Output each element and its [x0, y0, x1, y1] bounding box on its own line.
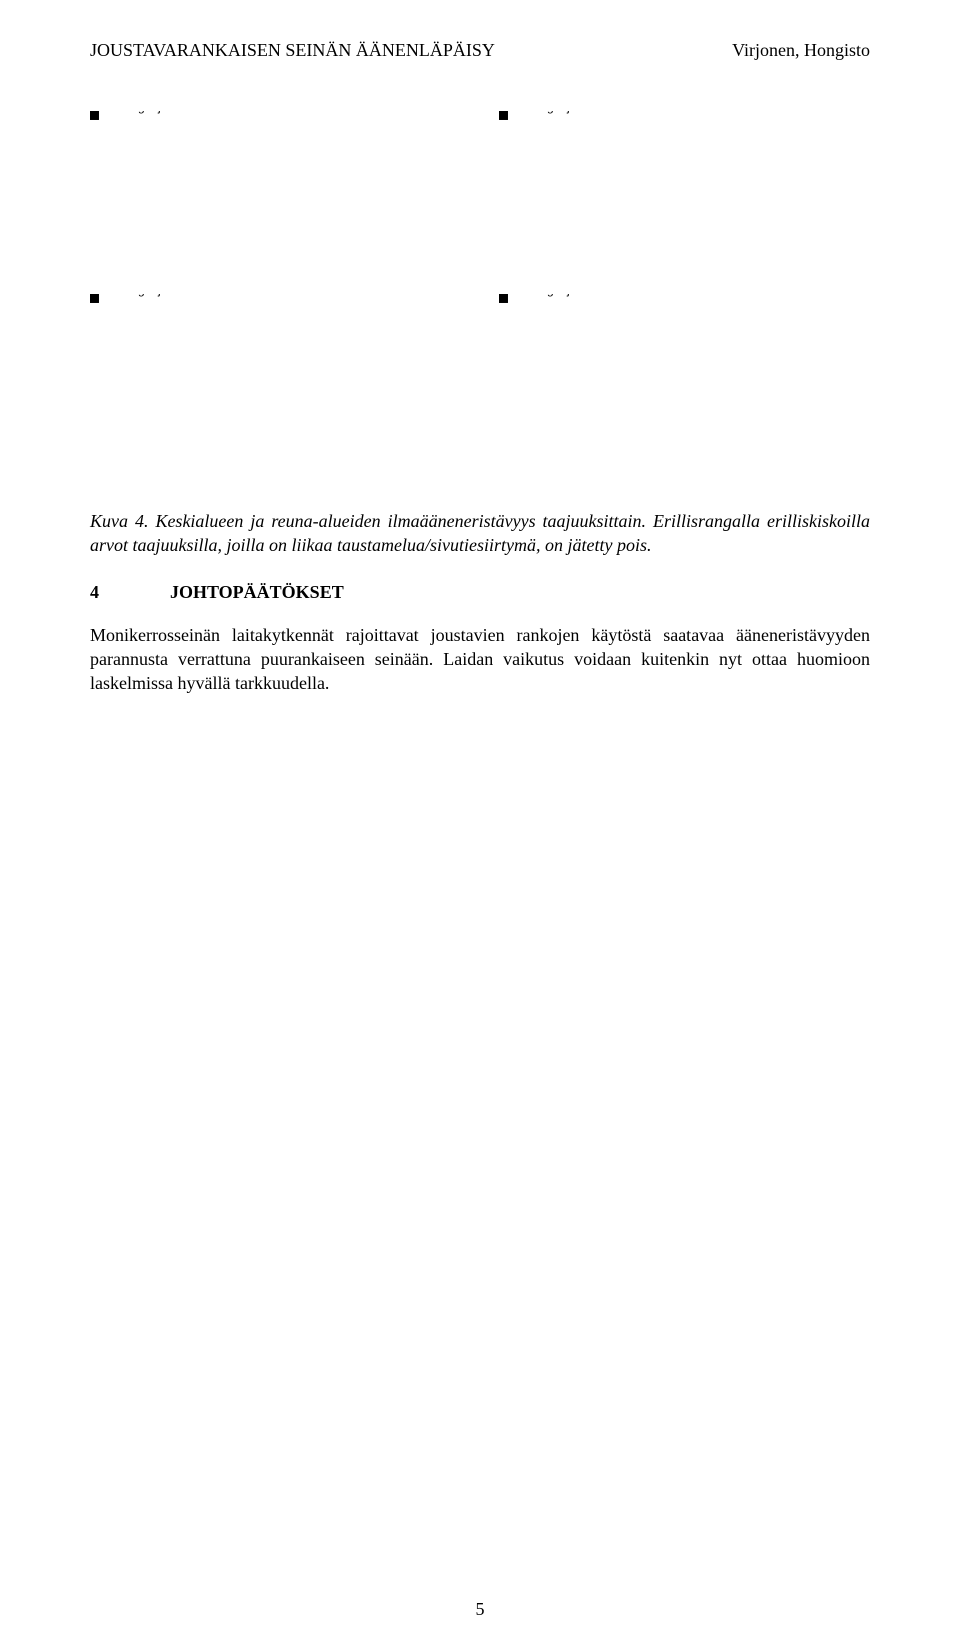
section-heading: 4JOHTOPÄÄTÖKSET — [90, 582, 870, 603]
figure-caption: Kuva 4. Keskialueen ja reuna-alueiden il… — [90, 509, 870, 558]
page-number: 5 — [0, 1599, 960, 1620]
chart-grid: 0102030405060708090100160250400630100016… — [90, 111, 870, 449]
svg-text:keskialue: keskialue — [499, 294, 549, 297]
running-head: JOUSTAVARANKAISEN SEINÄN ÄÄNENLÄPÄISY Vi… — [90, 40, 870, 61]
chart-bl: 0102030405060708090100160250400630100016… — [90, 294, 461, 449]
section-title: JOHTOPÄÄTÖKSET — [170, 582, 344, 602]
svg-text:keskialue: keskialue — [90, 111, 140, 114]
chart-br: 0102030405060708090100160250400630100016… — [499, 294, 870, 449]
page: JOUSTAVARANKAISEN SEINÄN ÄÄNENLÄPÄISY Vi… — [0, 0, 960, 1650]
svg-text:keskialue: keskialue — [90, 294, 140, 297]
svg-text:keskialue: keskialue — [499, 111, 549, 114]
running-head-left: JOUSTAVARANKAISEN SEINÄN ÄÄNENLÄPÄISY — [90, 40, 495, 61]
chart-tr: 0102030405060708090100160250400630100016… — [499, 111, 870, 266]
caption-label: Kuva 4. — [90, 511, 148, 531]
section-number: 4 — [90, 582, 170, 603]
caption-text: Keskialueen ja reuna-alueiden ilmaäänene… — [90, 511, 870, 555]
running-head-right: Virjonen, Hongisto — [732, 40, 870, 61]
chart-tl: 0102030405060708090100160250400630100016… — [90, 111, 461, 266]
body-paragraph: Monikerrosseinän laitakytkennät rajoitta… — [90, 623, 870, 696]
